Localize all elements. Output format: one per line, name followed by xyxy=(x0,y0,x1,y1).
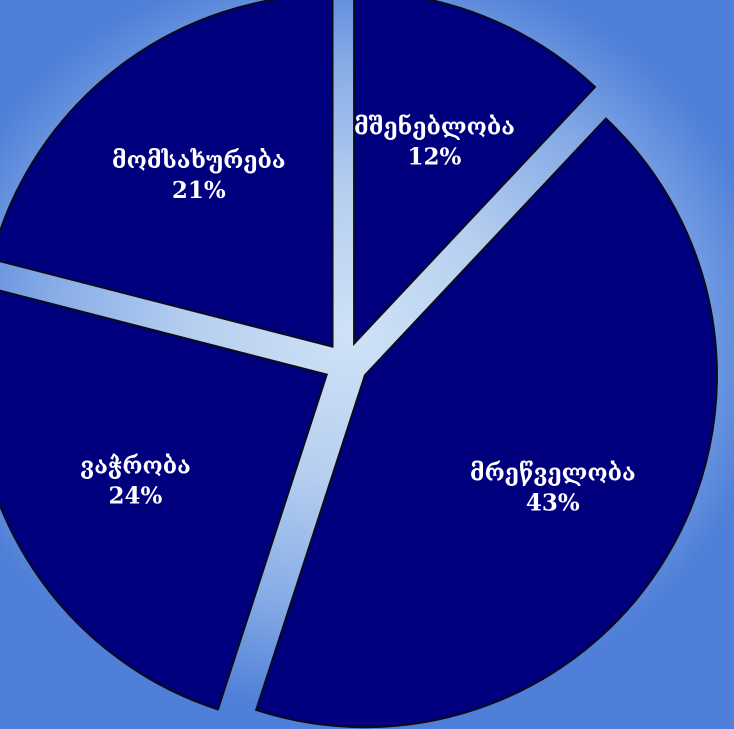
pie-slice-3 xyxy=(0,0,334,348)
pie-slice-1 xyxy=(254,117,718,729)
slice-percent-label: 12% xyxy=(408,144,462,171)
slice-category-label: მრეწველობა xyxy=(470,459,636,486)
slice-category-label: მომსახურება xyxy=(112,147,286,174)
pie-slice-0 xyxy=(353,0,597,347)
slice-percent-label: 43% xyxy=(526,489,580,516)
slice-percent-label: 24% xyxy=(109,483,163,510)
slice-percent-label: 21% xyxy=(172,177,226,204)
pie-slice-2 xyxy=(0,289,329,711)
slice-category-label: მშენებლობა xyxy=(354,114,515,141)
slice-category-label: ვაჭრობა xyxy=(80,453,191,480)
